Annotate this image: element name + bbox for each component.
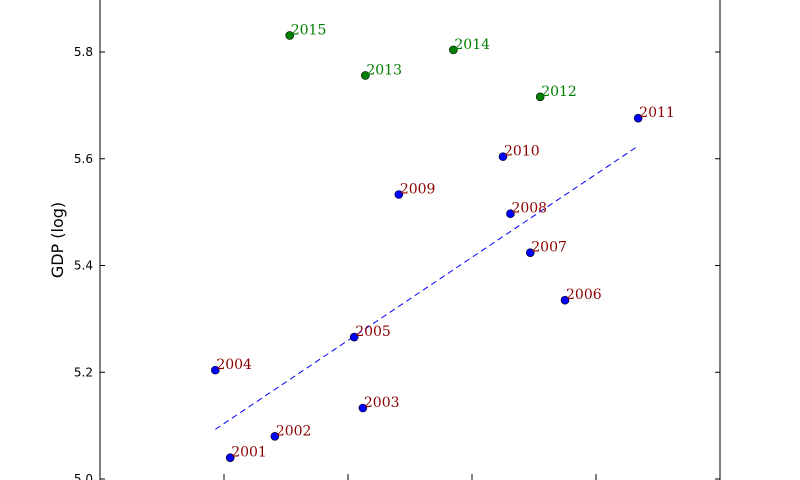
- y-axis: 5.0 5.2 5.4 5.6 5.8: [74, 45, 720, 480]
- point-label-2013: 2013: [366, 62, 402, 78]
- point-2010: [498, 152, 508, 161]
- y-tick-label: 5.8: [74, 45, 93, 59]
- point-label-2015: 2015: [291, 22, 327, 38]
- y-tick-label: 5.4: [74, 259, 93, 273]
- point-2008: [506, 209, 515, 219]
- y-axis-label: GDP (log): [48, 202, 67, 278]
- point-label-2002: 2002: [276, 423, 312, 439]
- y-tick-label: 5.6: [74, 152, 93, 166]
- point-label-2010: 2010: [504, 144, 540, 160]
- point-2004: [211, 365, 220, 375]
- point-label-2014: 2014: [454, 37, 490, 53]
- point-2003: [358, 403, 368, 413]
- point-2007: [525, 248, 535, 257]
- point-2011: [633, 113, 643, 123]
- y-tick-label: 5.0: [74, 472, 93, 480]
- point-label-2001: 2001: [231, 445, 267, 461]
- point-2006: [560, 295, 570, 305]
- point-label-2003: 2003: [364, 395, 400, 411]
- x-axis: [223, 474, 597, 480]
- point-2001: [225, 453, 235, 462]
- plot-area: [99, 0, 721, 480]
- data-points: 2001 2002 2003 2004 2005 2006 2007 2008 2009 2010…: [211, 22, 675, 462]
- point-2013: [361, 71, 370, 80]
- point-2015: [285, 31, 295, 40]
- point-label-2008: 2008: [511, 201, 547, 217]
- point-2014: [449, 45, 458, 55]
- point-label-2012: 2012: [541, 84, 577, 100]
- point-label-2007: 2007: [531, 240, 567, 256]
- y-tick-label: 5.2: [74, 365, 93, 379]
- point-label-2006: 2006: [566, 287, 602, 303]
- point-label-2009: 2009: [400, 182, 436, 198]
- point-label-2004: 2004: [216, 357, 252, 373]
- point-label-2011: 2011: [639, 105, 675, 121]
- point-2005: [349, 332, 359, 342]
- point-2009: [394, 190, 404, 199]
- point-2012: [535, 92, 545, 102]
- trend-line: [215, 145, 639, 430]
- point-2002: [270, 431, 280, 441]
- point-label-2005: 2005: [355, 324, 391, 340]
